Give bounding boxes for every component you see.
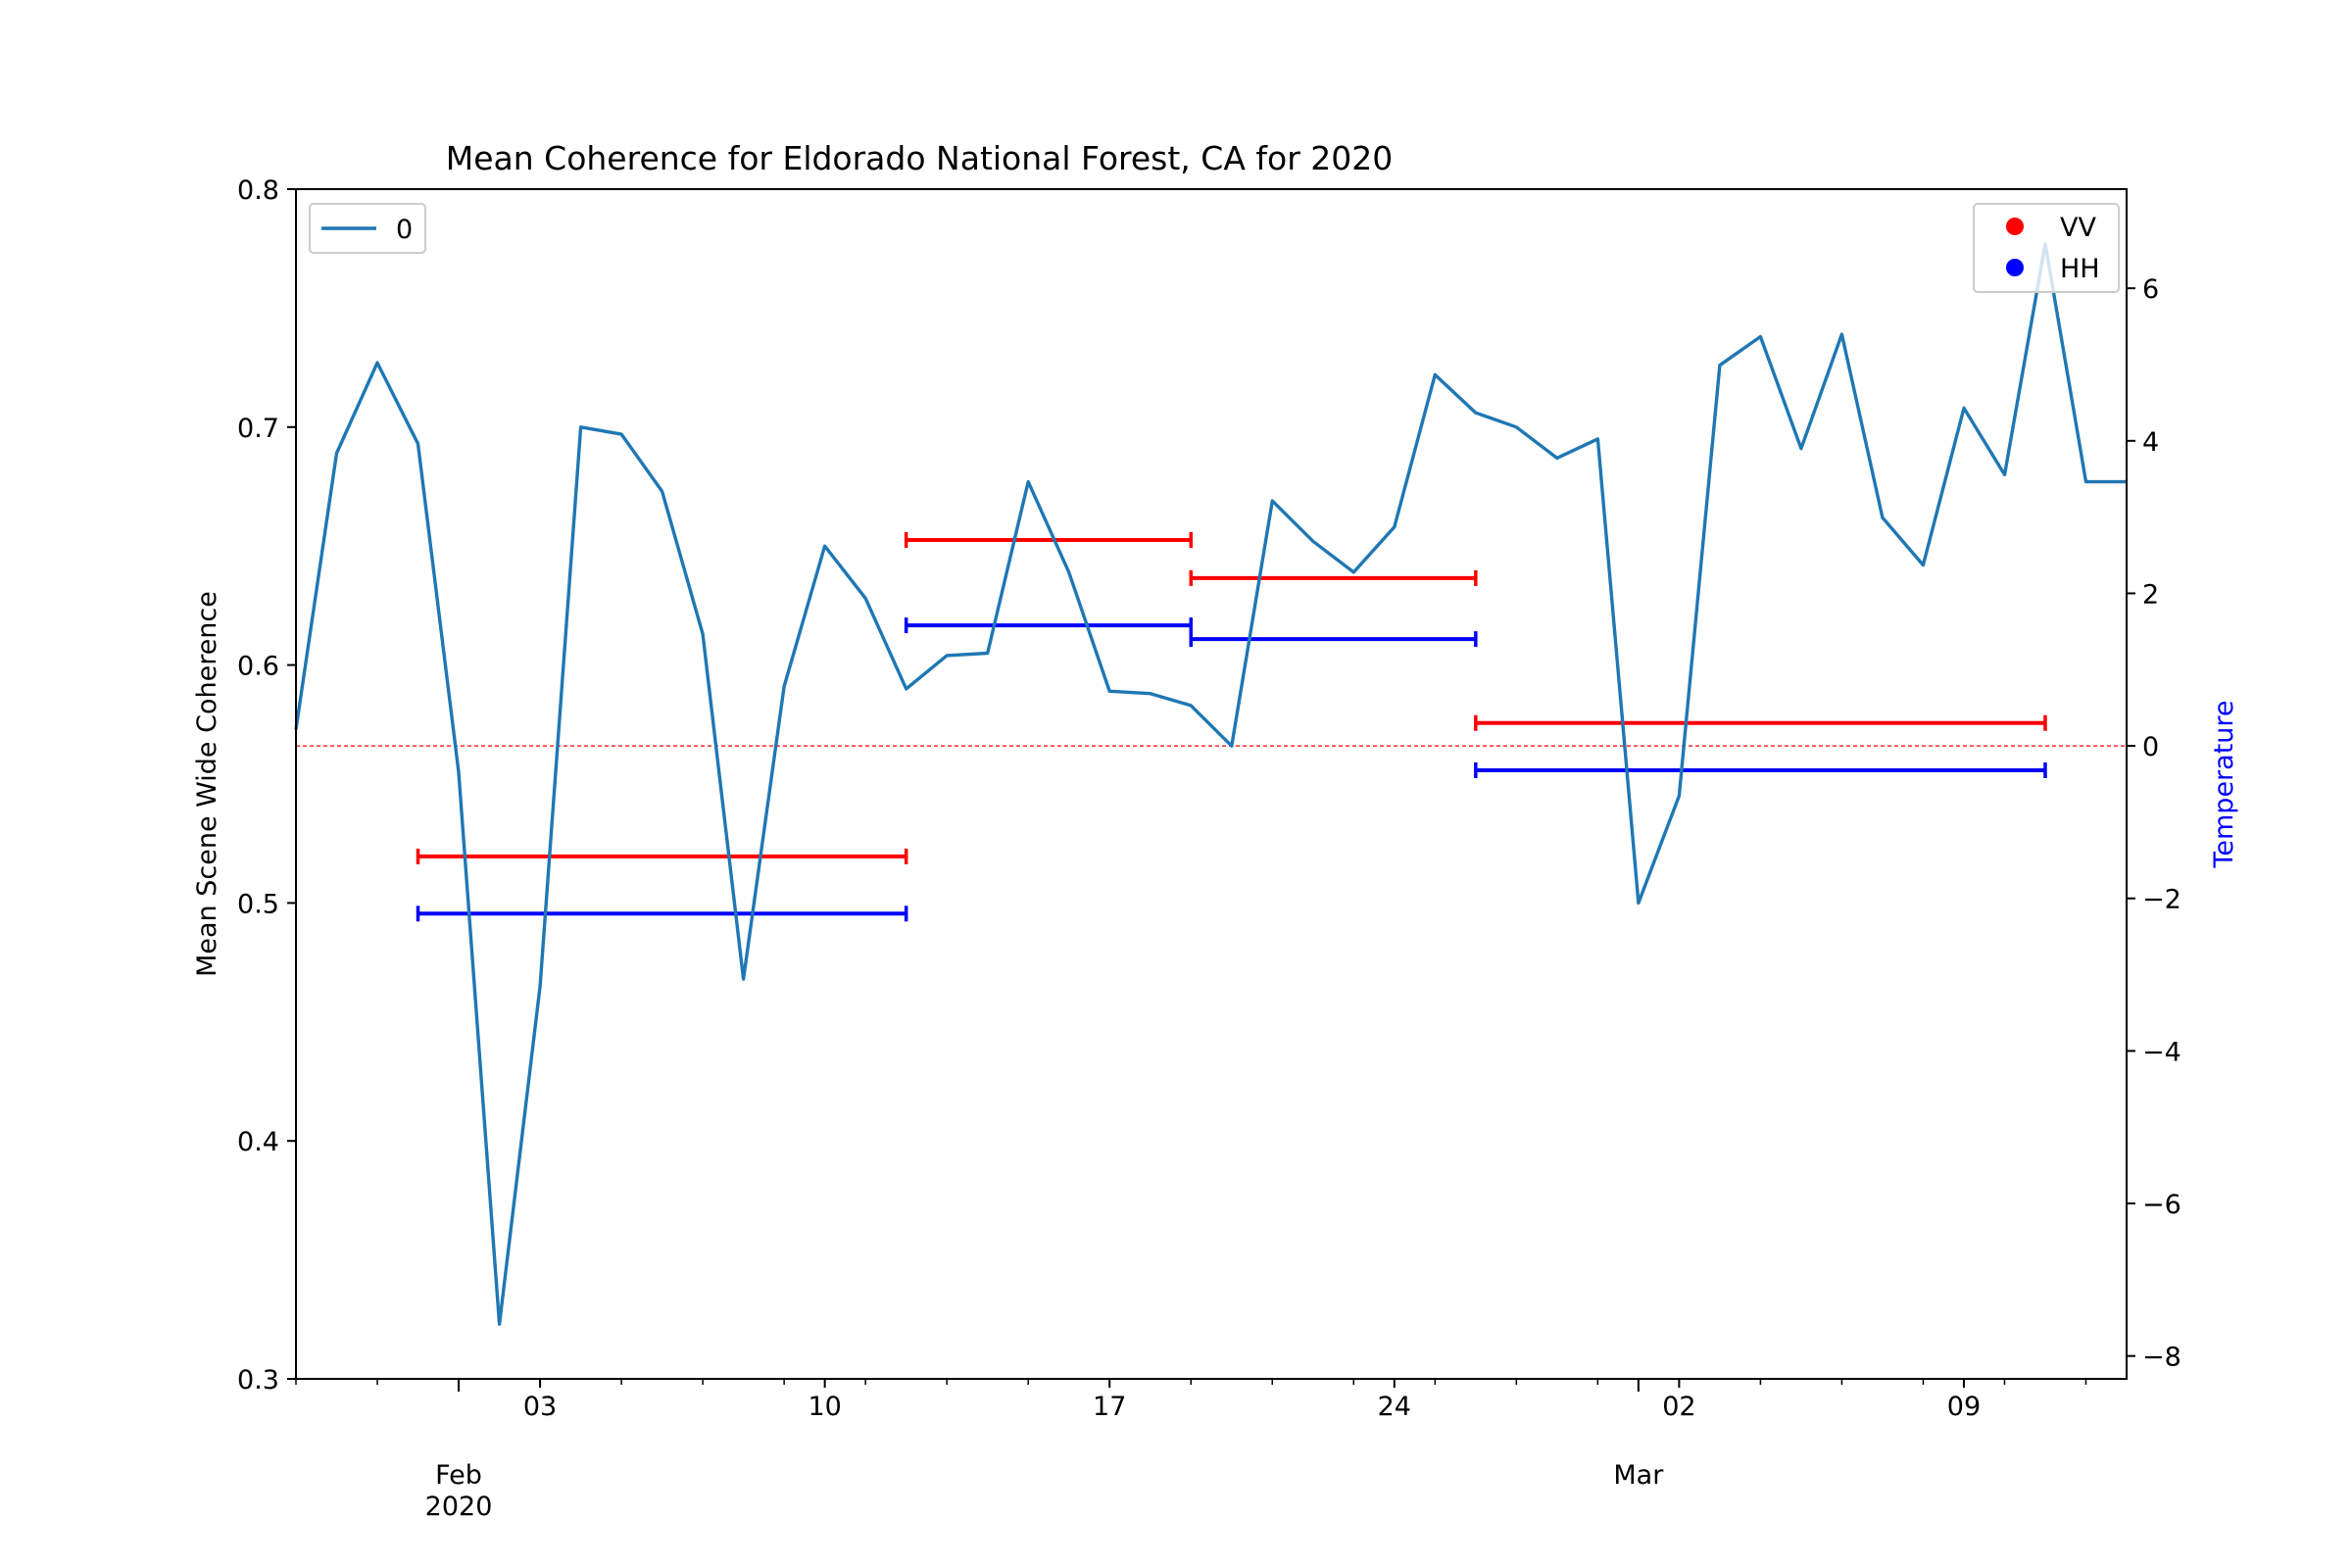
y2-tick-label: 4	[2142, 427, 2159, 458]
legend-hh-marker	[2006, 259, 2024, 276]
x-year-label: 2020	[425, 1492, 493, 1522]
y-tick-label: 0.3	[237, 1365, 279, 1396]
x-tick-label: 02	[1662, 1392, 1695, 1422]
y2-tick-label: 6	[2142, 274, 2159, 305]
x-tick-label: 09	[1947, 1392, 1981, 1422]
series-layer	[294, 242, 2127, 1326]
plot-frame	[295, 188, 2128, 1380]
x-tick-label: 10	[808, 1392, 841, 1422]
y-tick-label: 0.4	[237, 1127, 279, 1157]
y-tick-label: 0.6	[237, 652, 279, 682]
y-axis-label: Mean Scene Wide Coherence	[192, 591, 222, 977]
y2-tick-label: −6	[2142, 1190, 2181, 1220]
legend-hh-label: HH	[2060, 254, 2100, 284]
x-tick-label: 17	[1093, 1392, 1126, 1422]
y2-axis-label: Temperature	[2209, 700, 2239, 868]
y-tick-label: 0.7	[237, 414, 279, 444]
x-tick-label: 03	[523, 1392, 557, 1422]
x-month-label: Feb	[435, 1460, 482, 1491]
temperature-ranges	[416, 531, 2047, 922]
x-month-label: Mar	[1613, 1460, 1664, 1491]
legend-left: 0	[309, 203, 426, 254]
legend-right: VV HH	[1973, 203, 2120, 293]
y-tick-label: 0.5	[237, 889, 279, 919]
legend-left-label: 0	[396, 215, 413, 245]
x-tick-label: 24	[1378, 1392, 1411, 1422]
y2-tick-label: −4	[2142, 1037, 2181, 1067]
chart-title: Mean Coherence for Eldorado National For…	[446, 139, 1394, 177]
y2-tick-label: −2	[2142, 885, 2181, 915]
y2-tick-label: 0	[2142, 732, 2159, 762]
series-line-0	[294, 242, 2127, 1326]
legend-vv-label: VV	[2060, 213, 2096, 243]
y-tick-label: 0.8	[237, 175, 279, 206]
y2-tick-label: −8	[2142, 1343, 2181, 1373]
legend-vv-marker	[2006, 218, 2024, 235]
y2-tick-label: 2	[2142, 579, 2159, 610]
